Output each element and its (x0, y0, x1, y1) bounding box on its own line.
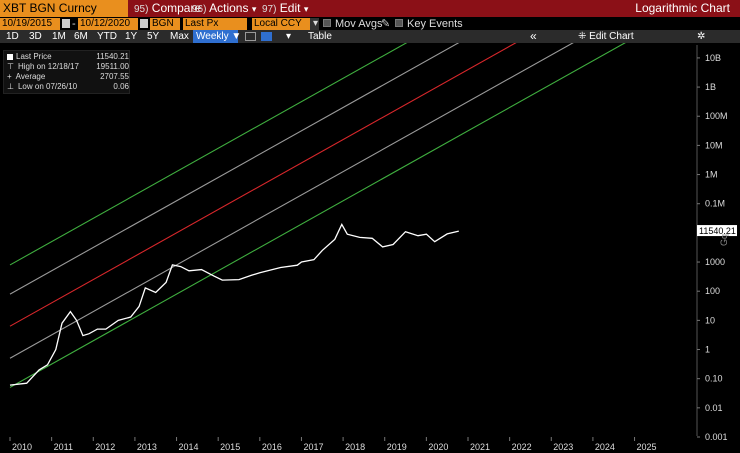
low-marker-icon: ⊥ (7, 82, 14, 91)
lower-band-inner (9, 43, 574, 359)
settings-gear-icon[interactable]: ✲ (697, 31, 706, 42)
x-tick-label: 2012 (95, 442, 115, 452)
y-tick-label: 10 (705, 315, 715, 325)
log-price-chart[interactable]: 10B1B100M10M1M0.1M1000010001001010.100.0… (0, 43, 740, 453)
edit-button[interactable]: 97) Edit ▾ (262, 1, 309, 15)
chevron-down-icon: ▼ (231, 31, 242, 42)
range-1m[interactable]: 1M (52, 31, 66, 42)
calendar-icon[interactable] (140, 19, 148, 28)
price-line (9, 222, 459, 386)
high-marker-icon: ⊤ (7, 62, 14, 71)
start-date-field[interactable]: 10/19/2015 (0, 18, 60, 30)
legend-average: + Average 2707.55 (7, 72, 129, 81)
range-1d[interactable]: 1D (6, 31, 19, 42)
top-bar: XBT BGN Curncy 95) Compare 96) Actions ▾… (0, 0, 740, 17)
source-field[interactable]: BGN (150, 18, 180, 30)
currency-selector[interactable]: Local CCY (252, 18, 310, 30)
x-tick-label: 2021 (470, 442, 490, 452)
compare-button[interactable]: 95) Compare (134, 1, 202, 15)
range-ytd[interactable]: YTD (97, 31, 117, 42)
range-3d[interactable]: 3D (29, 31, 42, 42)
chevron-down-icon[interactable]: ▾ (310, 18, 319, 30)
chart-type-icon[interactable] (261, 32, 272, 41)
field-selector[interactable]: Last Px (183, 18, 247, 30)
range-6m[interactable]: 6M (74, 31, 88, 42)
settings-bar: 10/19/2015 - 10/12/2020 BGN Last Px Loca… (0, 17, 740, 30)
y-tick-label: 1M (705, 170, 718, 180)
x-tick-label: 2017 (303, 442, 323, 452)
y-tick-label: 1 (705, 345, 710, 355)
edit-chart-button[interactable]: ⁜ Edit Chart (578, 31, 634, 42)
y-tick-label: 100 (705, 286, 720, 296)
x-tick-label: 2024 (595, 442, 615, 452)
key-events-checkbox[interactable] (395, 19, 403, 27)
y-tick-label: 0.01 (705, 403, 723, 413)
x-tick-label: 2015 (220, 442, 240, 452)
chart-title: Logarithmic Chart (635, 1, 730, 15)
price-series (9, 222, 459, 386)
series-swatch (7, 53, 13, 60)
annotation-label: Gq (719, 234, 729, 246)
x-axis: 2010 2011 2012 2013 2014 2015 2016 2017 2018 2019… (9, 437, 657, 452)
x-tick-label: 2023 (553, 442, 573, 452)
average-marker-icon: + (7, 72, 12, 81)
x-tick-label: 2011 (54, 442, 73, 452)
y-tick-label: 10M (705, 140, 723, 150)
actions-button[interactable]: 96) Actions ▾ (192, 1, 257, 15)
y-tick-label: 100M (705, 111, 728, 121)
chevron-down-icon[interactable]: ▾ (286, 31, 292, 42)
regression-bands (9, 43, 626, 388)
security-ticker[interactable]: XBT BGN Curncy (0, 0, 128, 17)
x-tick-label: 2022 (512, 442, 532, 452)
regression-line (9, 43, 517, 327)
end-date-field[interactable]: 10/12/2020 (78, 18, 138, 30)
y-tick-label: 10B (705, 53, 721, 63)
line-chart-icon[interactable] (245, 32, 256, 41)
frequency-selector[interactable]: Weekly ▼ (193, 30, 242, 43)
y-tick-label: 1000 (705, 257, 725, 267)
date-separator: - (72, 18, 76, 30)
range-1y[interactable]: 1Y (125, 31, 138, 42)
y-tick-label: 1B (705, 82, 716, 92)
chevron-down-icon: ▾ (303, 4, 309, 14)
x-tick-label: 2018 (345, 442, 365, 452)
x-tick-label: 2013 (137, 442, 157, 452)
pencil-icon[interactable]: ✎ (381, 18, 391, 30)
calendar-icon[interactable] (62, 19, 70, 28)
x-tick-label: 2014 (179, 442, 199, 452)
y-tick-label: 0.001 (705, 432, 728, 442)
legend-low: ⊥ Low on 07/26/10 0.06 (7, 82, 129, 91)
y-tick-label: 0.10 (705, 374, 723, 384)
x-tick-label: 2020 (428, 442, 448, 452)
x-tick-label: 2016 (262, 442, 282, 452)
x-tick-label: 2010 (12, 442, 32, 452)
last-price-tag: 11540.21 (697, 225, 737, 237)
range-5y[interactable]: 5Y (147, 31, 160, 42)
chevron-down-icon: ▾ (251, 4, 257, 14)
toolbar: 1D 3D 1M 6M YTD 1Y 5Y Max Weekly ▼ ▾ Tab… (0, 30, 740, 43)
y-axis: 10B1B100M10M1M0.1M1000010001001010.100.0… (697, 53, 730, 442)
x-tick-label: 2019 (387, 442, 407, 452)
collapse-icon[interactable]: « (530, 29, 537, 43)
upper-band-inner (9, 43, 460, 295)
legend-last-price: Last Price 11540.21 (7, 52, 129, 62)
legend-high: ⊤ High on 12/18/17 19511.00 (7, 62, 129, 71)
svg-text:11540.21: 11540.21 (699, 226, 736, 236)
mov-avgs-checkbox[interactable] (323, 19, 331, 27)
chart-background (0, 43, 740, 453)
y-tick-label: 0.1M (705, 199, 725, 209)
legend[interactable]: Last Price 11540.21 ⊤ High on 12/18/17 1951… (3, 50, 130, 94)
edit-chart-icon: ⁜ (578, 31, 587, 42)
table-button[interactable]: Table (308, 31, 332, 42)
lower-band-outer (9, 43, 626, 388)
key-events-label: Key Events (407, 18, 463, 30)
range-max[interactable]: Max (170, 31, 189, 42)
upper-band-outer (9, 43, 408, 266)
mov-avgs-label: Mov Avgs (335, 18, 383, 30)
x-tick-label: 2025 (637, 442, 657, 452)
